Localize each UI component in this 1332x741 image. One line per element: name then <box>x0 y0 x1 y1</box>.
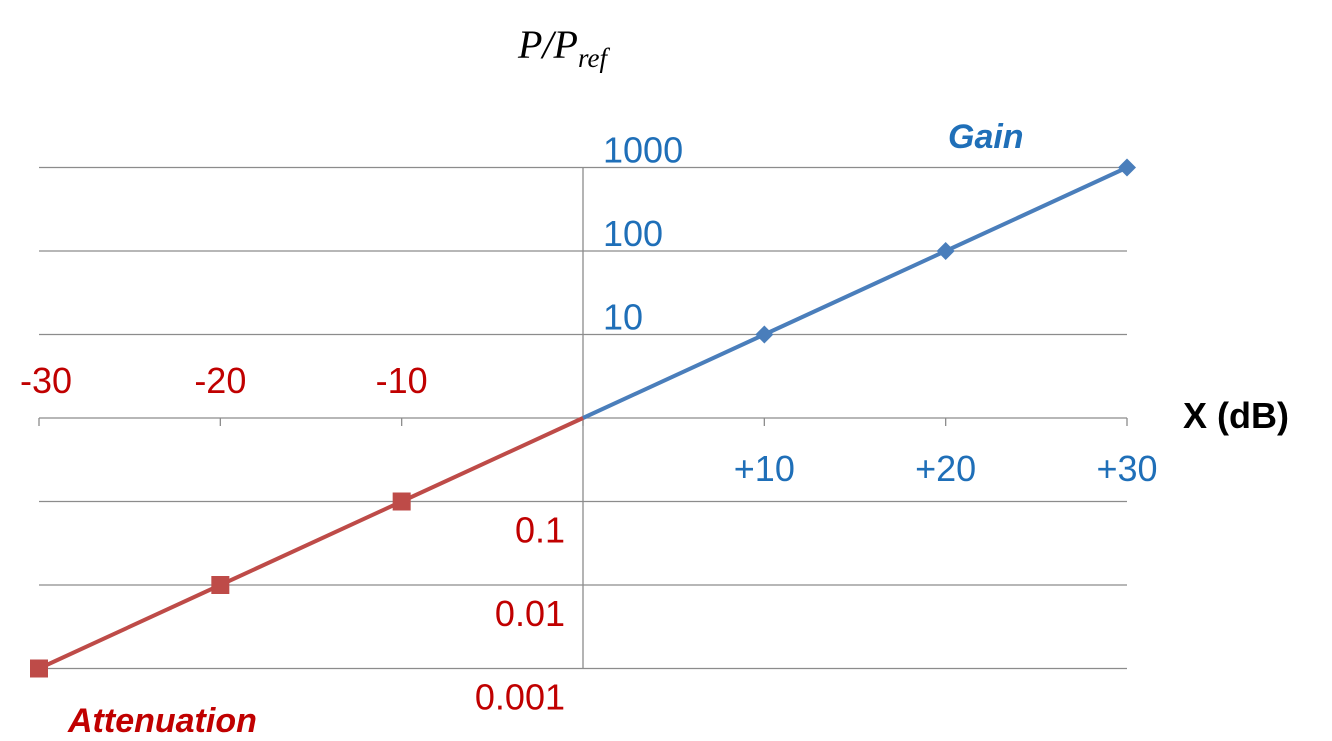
x-axis-label: X (dB) <box>1183 395 1289 436</box>
gain-series-label: Gain <box>948 118 1024 156</box>
y-tick-label-0_001: 0.001 <box>475 677 565 718</box>
y-tick-label-100: 100 <box>603 213 663 254</box>
x-tick-label-p20: +20 <box>915 448 976 489</box>
y-tick-label-1000: 1000 <box>603 130 683 171</box>
x-tick-label-p10: +10 <box>734 448 795 489</box>
x-tick-label-m30: -30 <box>20 360 72 401</box>
marker-gain-1 <box>755 325 774 344</box>
y-tick-label-10: 10 <box>603 297 643 338</box>
attenuation-series-label: Attenuation <box>67 702 257 740</box>
series-lines <box>38 165 1128 671</box>
y-tick-label-0_01: 0.01 <box>495 593 565 634</box>
marker-attenuation-1 <box>211 576 230 594</box>
x-tick-label-m10: -10 <box>376 360 428 401</box>
y-axis-title: P/Pref <box>517 22 610 73</box>
marker-attenuation-0 <box>30 659 48 678</box>
series-line-gain <box>582 165 1128 420</box>
series-markers <box>30 158 1136 678</box>
y-axis-title-main: P/P <box>517 22 578 67</box>
y-tick-label-0_1: 0.1 <box>515 510 565 551</box>
x-tick-label-p30: +30 <box>1096 448 1157 489</box>
y-axis-title-sub: ref <box>578 43 610 73</box>
marker-attenuation-2 <box>392 492 411 511</box>
tick-labels: +10 +20 +30 -30 -20 -10 10 100 1000 0.1 0.01 0.001 <box>20 130 1158 718</box>
x-tick-label-m20: -20 <box>194 360 246 401</box>
series-line-attenuation <box>38 416 584 671</box>
marker-gain-3 <box>1118 158 1136 177</box>
marker-gain-2 <box>936 242 955 260</box>
